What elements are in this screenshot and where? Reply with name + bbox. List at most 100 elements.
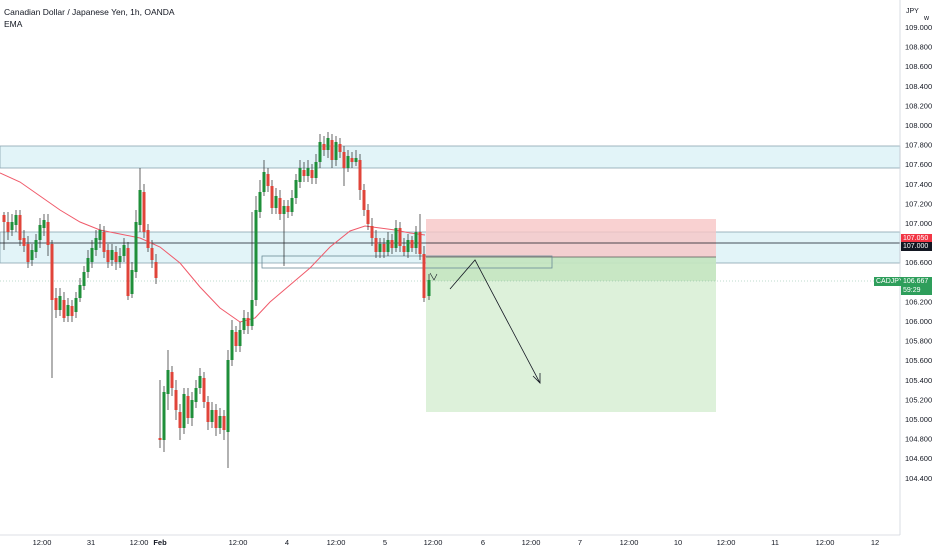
candle-body bbox=[22, 238, 26, 246]
candle-body bbox=[102, 232, 106, 252]
candle-body bbox=[378, 244, 382, 252]
candle-body bbox=[174, 390, 178, 410]
candle-body bbox=[322, 144, 326, 150]
order-block[interactable] bbox=[261, 255, 553, 269]
candle-body bbox=[226, 360, 230, 432]
candle-body bbox=[427, 280, 431, 296]
candle-body bbox=[294, 180, 298, 198]
price-tick-label: 109.000 bbox=[905, 23, 932, 32]
candle-body bbox=[30, 250, 34, 260]
arrow-head bbox=[532, 373, 541, 384]
last-price-tag: 106.667 bbox=[901, 277, 932, 286]
time-tick-label: 12:00 bbox=[522, 538, 541, 547]
candle-body bbox=[114, 252, 118, 262]
projection-path[interactable] bbox=[449, 259, 541, 384]
candle-body bbox=[190, 400, 194, 418]
candle-body bbox=[66, 305, 70, 316]
candle-body bbox=[146, 230, 150, 248]
time-tick-label: 12:00 bbox=[424, 538, 443, 547]
candle-body bbox=[386, 240, 390, 252]
candle-body bbox=[6, 222, 10, 232]
candle-body bbox=[42, 220, 46, 228]
candle-body bbox=[354, 158, 358, 162]
candle-body bbox=[286, 206, 290, 212]
price-tick-label: 105.400 bbox=[905, 376, 932, 385]
symbol-title[interactable]: Canadian Dollar / Japanese Yen, 1h, OAND… bbox=[4, 7, 175, 17]
candle-body bbox=[382, 244, 386, 252]
candle-body bbox=[62, 300, 66, 318]
time-tick-label: 12:00 bbox=[717, 538, 736, 547]
candle-body bbox=[186, 396, 190, 418]
time-tick-label: 11 bbox=[771, 538, 779, 547]
price-tick-label: 108.600 bbox=[905, 62, 932, 71]
candle-body bbox=[270, 186, 274, 208]
candle-body bbox=[34, 240, 38, 252]
price-tick-label: 105.600 bbox=[905, 356, 932, 365]
candle-body bbox=[194, 388, 198, 402]
candle-body bbox=[14, 215, 18, 225]
time-axis[interactable]: 12:00 31 12:00 Feb 12:00 4 12:00 5 12:00 6 12:00 7 1… bbox=[33, 538, 880, 547]
candle-body bbox=[54, 298, 58, 310]
candle-body bbox=[398, 228, 402, 246]
candle-body bbox=[98, 230, 102, 240]
candle-body bbox=[302, 170, 306, 176]
candle-body bbox=[326, 138, 330, 150]
candle-body bbox=[390, 240, 394, 248]
time-tick-label: 31 bbox=[87, 538, 95, 547]
candlesticks bbox=[2, 132, 431, 468]
candle-body bbox=[94, 238, 98, 250]
candle-body bbox=[366, 210, 370, 224]
candle-body bbox=[330, 140, 334, 160]
candle-body bbox=[214, 410, 218, 428]
candle-body bbox=[318, 142, 322, 162]
candle-body bbox=[222, 416, 226, 430]
time-tick-label: 12:00 bbox=[327, 538, 346, 547]
candle-body bbox=[122, 245, 126, 256]
candle-body bbox=[154, 262, 158, 278]
ticker-tag: CADJPY bbox=[874, 277, 906, 286]
candle-body bbox=[106, 250, 110, 262]
candle-body bbox=[46, 222, 50, 245]
candle-body bbox=[370, 226, 374, 238]
candle-body bbox=[70, 306, 74, 316]
candle-body bbox=[134, 222, 138, 272]
price-tick-label: 108.000 bbox=[905, 121, 932, 130]
stop-loss-area[interactable] bbox=[426, 219, 716, 257]
candle-body bbox=[262, 172, 266, 192]
candle-body bbox=[250, 300, 254, 326]
candle-body bbox=[206, 402, 210, 422]
time-tick-label: 12:00 bbox=[130, 538, 149, 547]
candle-body bbox=[238, 330, 242, 346]
candle-body bbox=[406, 240, 410, 252]
take-profit-area[interactable] bbox=[426, 257, 716, 412]
candle-body bbox=[110, 250, 114, 260]
indicator-label[interactable]: EMA bbox=[4, 19, 23, 29]
price-tick-label: 107.000 bbox=[905, 219, 932, 228]
candle-body bbox=[130, 270, 134, 294]
candle-body bbox=[410, 240, 414, 248]
price-tick-label: 105.000 bbox=[905, 415, 932, 424]
countdown-tag: 59:29 bbox=[901, 286, 932, 295]
price-axis[interactable]: 109.000 108.800 108.600 108.400 108.200 108.0… bbox=[905, 23, 932, 483]
price-tick-label: 105.200 bbox=[905, 395, 932, 404]
candle-body bbox=[26, 244, 30, 262]
candle-body bbox=[234, 332, 238, 346]
candle-body bbox=[402, 246, 406, 252]
candle-body bbox=[342, 152, 346, 168]
time-tick-label: 12:00 bbox=[816, 538, 835, 547]
candle-body bbox=[142, 192, 146, 232]
candle-body bbox=[18, 215, 22, 240]
resistance-zone[interactable] bbox=[0, 145, 901, 169]
level-price-tag: 107.000 bbox=[901, 242, 932, 251]
price-tick-label: 104.600 bbox=[905, 454, 932, 463]
candle-body bbox=[358, 160, 362, 190]
entry-price-tag: 107.050 bbox=[901, 234, 932, 243]
candle-body bbox=[230, 330, 234, 360]
candle-body bbox=[274, 196, 278, 208]
candle-body bbox=[334, 142, 338, 160]
currency-label: JPY bbox=[906, 8, 919, 15]
price-tick-label: 106.600 bbox=[905, 258, 932, 267]
candle-body bbox=[158, 438, 162, 440]
candle-body bbox=[118, 256, 122, 262]
